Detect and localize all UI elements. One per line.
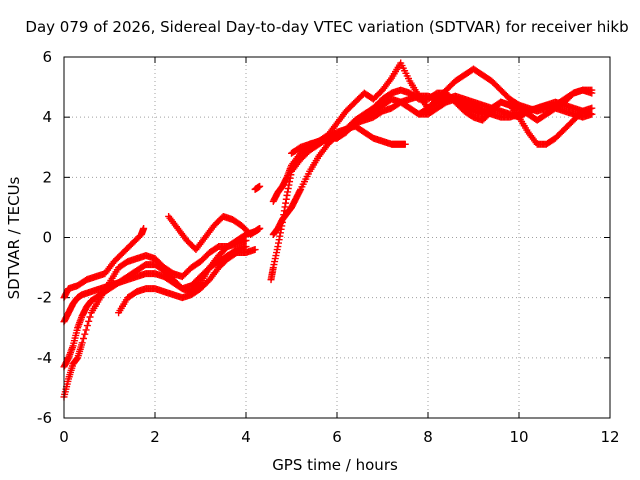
data-point <box>80 334 87 342</box>
data-point <box>83 322 91 330</box>
data-points <box>60 59 596 401</box>
data-point <box>588 104 596 112</box>
series-track-12 <box>333 86 596 148</box>
data-point <box>86 313 94 321</box>
data-point <box>588 110 596 118</box>
data-point <box>256 182 264 190</box>
plot-frame <box>63 56 611 419</box>
x-tick-label: 0 <box>59 428 69 446</box>
data-point <box>81 330 89 338</box>
data-point <box>251 246 259 254</box>
data-point <box>401 140 409 148</box>
data-point <box>242 237 250 245</box>
data-point <box>82 326 90 334</box>
y-tick-label: -4 <box>37 349 52 367</box>
series-track-7 <box>251 182 264 193</box>
x-tick-label: 10 <box>509 428 528 446</box>
x-tick-label: 4 <box>241 428 251 446</box>
x-tick-label: 6 <box>332 428 342 446</box>
y-tick-label: 6 <box>42 48 52 66</box>
series-track-3 <box>60 237 250 401</box>
data-point <box>588 86 596 94</box>
data-point <box>140 224 148 232</box>
y-tick-label: 4 <box>42 108 52 126</box>
data-point <box>256 224 264 232</box>
data-point <box>78 339 86 347</box>
axis-ticks <box>63 56 611 419</box>
series-track-13 <box>415 65 596 118</box>
series-track-5 <box>115 246 259 317</box>
series-track-8 <box>267 122 409 284</box>
data-point <box>85 317 93 325</box>
y-tick-label: 2 <box>42 168 52 186</box>
data-point <box>254 225 262 233</box>
y-tick-label: -6 <box>37 409 52 427</box>
y-tick-label: 0 <box>42 229 52 247</box>
x-tick-label: 2 <box>150 428 160 446</box>
y-tick-labels: -6 -4 -2 0 2 4 6 <box>37 48 52 427</box>
y-tick-label: -2 <box>37 289 52 307</box>
x-axis-label: GPS time / hours <box>272 456 398 474</box>
x-tick-labels: 0 2 4 6 8 10 12 <box>59 428 619 446</box>
x-tick-label: 8 <box>423 428 433 446</box>
x-tick-label: 12 <box>600 428 619 446</box>
series-track-1 <box>60 224 148 302</box>
y-axis-label: SDTVAR / TECUs <box>5 176 23 299</box>
data-point <box>242 243 250 251</box>
chart-title: Day 079 of 2026, Sidereal Day-to-day VTE… <box>25 18 628 36</box>
series-track-6 <box>165 212 264 254</box>
